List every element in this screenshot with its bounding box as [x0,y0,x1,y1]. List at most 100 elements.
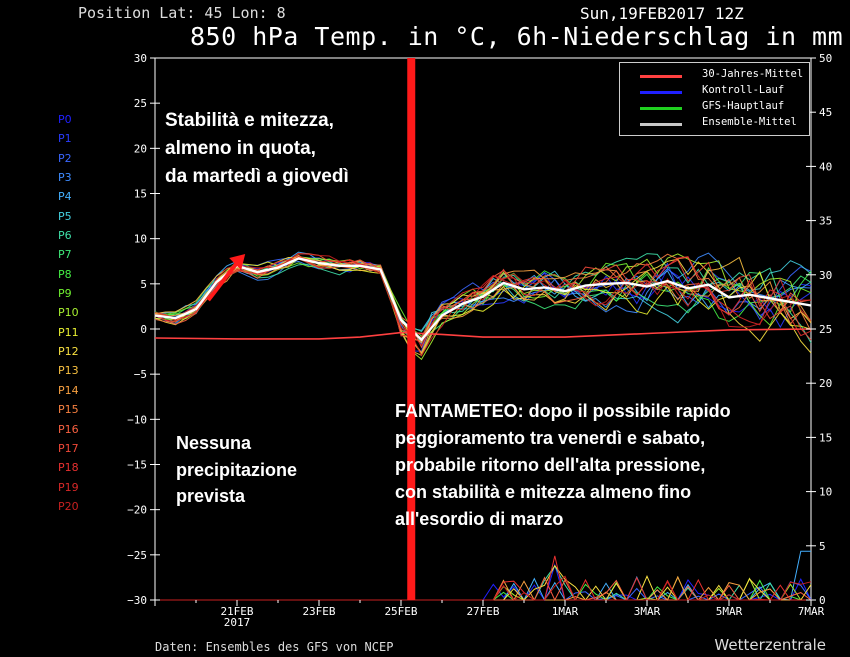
x-tick-label: 23FEB [302,605,335,618]
member-label: P19 [58,480,79,494]
red-arrow-shaft [206,258,241,302]
x-tick-label: 3MAR [634,605,661,618]
y-left-tick-label: −30 [127,594,147,607]
annotation-line: all'esordio di marzo [395,509,564,529]
y-left-tick-label: −5 [134,368,147,381]
y-right-tick-label: 10 [819,486,832,499]
brand-logo-text: Wetterzentrale [714,636,826,654]
y-right-tick-label: 45 [819,106,832,119]
data-source: Daten: Ensembles des GFS von NCEP [155,640,394,654]
legend-label: GFS-Hauptlauf [702,100,785,112]
legend-label: 30-Jahres-Mittel [702,68,804,80]
legend-swatch [640,107,682,110]
precip-line-p20 [155,575,812,601]
member-label: P1 [58,132,72,146]
member-label: P14 [58,383,79,397]
member-label: P16 [58,422,79,436]
y-right-tick-label: 5 [819,540,826,553]
y-right-tick-label: 25 [819,323,832,336]
y-left-tick-label: −15 [127,459,147,472]
legend-label: Kontroll-Lauf [702,84,785,96]
legend: 30-Jahres-Mittel Kontroll-Lauf GFS-Hauptla… [619,62,810,136]
member-label: P12 [58,345,79,359]
annotation-line: precipitazione [176,459,298,480]
annotation-line: Nessuna [176,433,252,453]
member-label: P2 [58,151,72,165]
annotation-line: da martedì a giovedì [165,166,349,188]
annotation-line: probabile ritorno dell'alta pressione, [395,455,706,475]
series-line-0 [154,328,812,340]
x-tick-label: 27FEB [466,605,499,618]
annotation-line: con stabilità e mitezza almeno fino [395,482,692,502]
annotation-line: almeno in quota, [165,138,316,160]
x-tick-label: 7MAR [798,605,825,618]
y-left-tick-label: 15 [134,188,147,201]
annotation-line: prevista [176,486,246,507]
annotation-bottom-left: Nessuna precipitazione prevista [176,430,297,510]
precipitation-lines [155,550,812,602]
x-tick-label: 1MAR [552,605,579,618]
precip-line-p12 [155,564,812,601]
member-label: P13 [58,364,79,378]
red-marker-bar [407,58,416,600]
y-left-tick-label: 0 [140,323,147,336]
y-right-tick-label: 30 [819,269,832,282]
member-label: P4 [58,190,72,204]
y-left-tick-label: −10 [127,413,147,426]
annotation-top-left: Stabilità e mitezza, almeno in quota, da m… [165,107,349,191]
ensemble-members [154,251,812,361]
x-tick-label: 5MAR [716,605,743,618]
x-tick-label: 25FEB [384,605,417,618]
member-list: P0 P1 P2 P3 P4 P5 P6 P7 P8 P9 P10 P11 P12 P13 P14 P15 P1… [58,110,79,516]
ensemble-line-p9 [154,262,812,337]
legend-entry: GFS-Hauptlauf [620,100,809,116]
position-label: Position Lat: 45 Lon: 8 [78,4,286,22]
annotation-line: FANTAMETEO: dopo il possibile rapido [395,401,731,421]
member-label: P17 [58,441,79,455]
member-label: P8 [58,267,72,281]
member-label: P3 [58,171,72,185]
legend-entry: Ensemble-Mittel [620,116,809,132]
y-right-tick-label: 15 [819,431,832,444]
y-left-tick-label: 30 [134,52,147,65]
red-arrow-head [229,254,246,271]
overlay [206,58,416,600]
main-series [154,257,812,342]
chart-title: 850 hPa Temp. in °C, 6h-Niederschlag in … [190,22,844,51]
ensemble-line-p11 [154,256,812,355]
y-left-tick-label: 20 [134,142,147,155]
member-label: P7 [58,248,72,262]
legend-swatch [640,91,682,94]
member-label: P18 [58,461,79,475]
legend-label: Ensemble-Mittel [702,116,797,128]
y-left-tick-label: −20 [127,504,147,517]
y-right-tick-label: 35 [819,215,832,228]
y-right-tick-label: 0 [819,594,826,607]
member-label: P15 [58,403,79,417]
member-label: P0 [58,113,72,126]
ensemble-line-p17 [154,258,812,341]
legend-swatch [640,123,682,126]
legend-swatch [640,75,682,78]
y-right-tick-label: 50 [819,52,832,65]
ensemble-line-p18 [154,255,812,338]
series-line-1 [154,257,812,342]
y-left-tick-label: 10 [134,233,147,246]
member-label: P20 [58,499,79,513]
legend-entry: Kontroll-Lauf [620,84,809,100]
legend-entry: 30-Jahres-Mittel [620,68,809,84]
member-label: P10 [58,306,79,320]
ensemble-line-p20 [154,252,812,347]
axes: −30 −25 −20 −15 −10 −5 0 5 10 15 20 25 30 0 5 10 15 20 25 3… [127,52,832,629]
annotation-line: peggioramento tra venerdì e sabato, [395,428,706,448]
x-tick-label: 21FEB [220,605,253,618]
member-label: P5 [58,209,72,223]
y-left-tick-label: −25 [127,549,147,562]
x-tick-label: 2017 [224,616,251,629]
member-label: P9 [58,287,72,301]
y-right-tick-label: 40 [819,160,832,173]
y-left-tick-label: 5 [140,278,147,291]
run-date: Sun,19FEB2017 12Z [580,4,744,23]
annotation-bottom-right: FANTAMETEO: dopo il possibile rapido pegg… [395,398,731,533]
